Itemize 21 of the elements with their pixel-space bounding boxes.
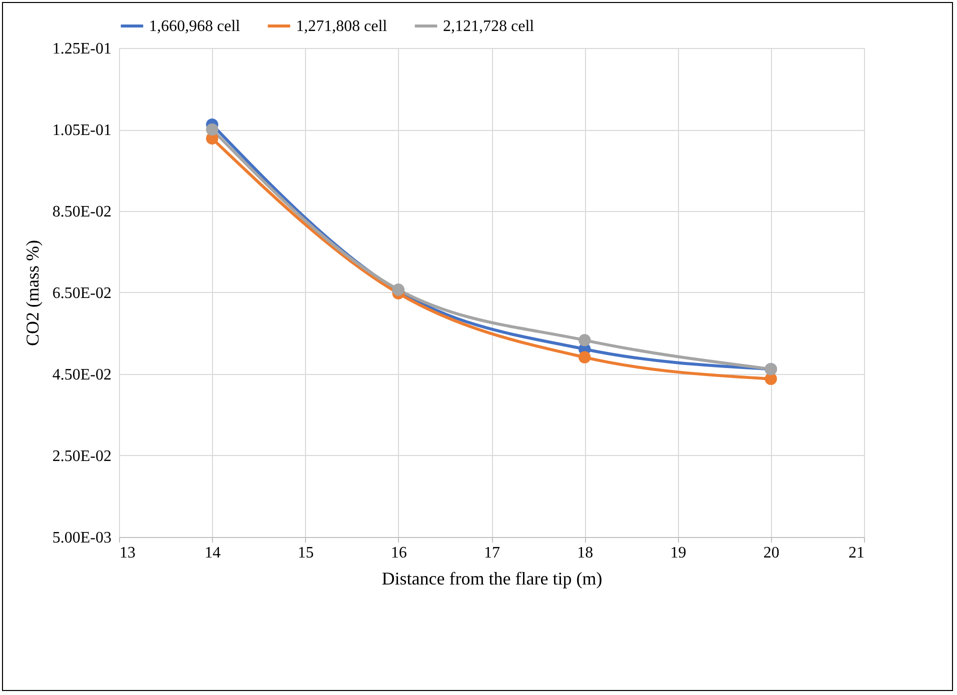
- y-tick-label: 2.50E-02: [52, 448, 112, 465]
- x-tick-label: 13: [120, 544, 136, 562]
- x-tick-label: 18: [577, 544, 594, 562]
- y-tick-label: 6.50E-02: [52, 285, 112, 302]
- y-tick-label: 1.25E-01: [52, 40, 112, 58]
- x-tick-label: 21: [848, 544, 864, 562]
- x-tick-label: 16: [390, 544, 407, 562]
- y-tick-label: 8.50E-02: [52, 204, 112, 220]
- y-tick-label: 4.50E-02: [52, 366, 112, 384]
- x-tick-label: 14: [204, 544, 221, 562]
- y-tick-label: 5.00E-03: [52, 530, 112, 546]
- legend-label: 1,660,968 cell: [149, 18, 241, 35]
- x-tick-label: 19: [670, 544, 686, 562]
- legend-label: 2,121,728 cell: [443, 18, 535, 35]
- x-tick-label: 17: [484, 544, 500, 562]
- x-tick-label: 20: [763, 544, 780, 562]
- legend-label: 1,271,808 cell: [296, 18, 388, 35]
- x-axis-title: Distance from the flare tip (m): [382, 568, 602, 588]
- y-tick-label: 1.05E-01: [52, 122, 112, 139]
- x-tick-label: 15: [298, 544, 314, 562]
- y-axis-title: CO2 (mass %): [22, 240, 42, 346]
